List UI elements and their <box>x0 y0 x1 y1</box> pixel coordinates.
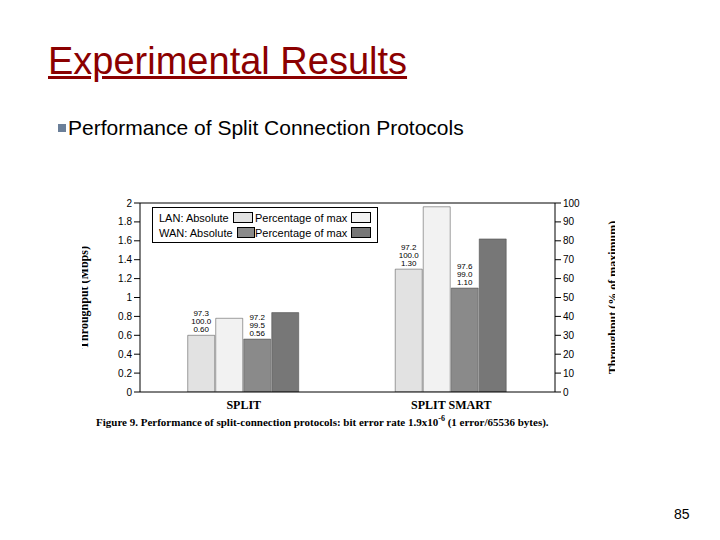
html-text:Figure 9. Performance of split: Figure 9. Performance of split-connectio… <box>96 414 549 428</box>
svg-text:90: 90 <box>563 216 575 227</box>
svg-text:SPLIT: SPLIT <box>226 398 261 412</box>
svg-text:80: 80 <box>563 235 575 246</box>
svg-text:97.699.01.10: 97.699.01.10 <box>457 262 473 287</box>
html-text:LAN: Absolute: LAN: Absolute <box>159 211 229 224</box>
svg-text:1: 1 <box>126 292 132 303</box>
html-text:85: 85 <box>674 506 690 522</box>
svg-text:0.2: 0.2 <box>118 368 132 379</box>
html-text:Performance of Split Connectio: Performance of Split Connection Protocol… <box>68 116 464 139</box>
html-text:Experimental Results: Experimental Results <box>48 40 407 82</box>
svg-text:2: 2 <box>126 198 132 209</box>
svg-text:20: 20 <box>563 349 575 360</box>
svg-text:50: 50 <box>563 292 575 303</box>
svg-text:30: 30 <box>563 330 575 341</box>
svg-text:Throughput (% of maximum): Throughput (% of maximum) <box>606 221 615 374</box>
svg-text:97.2100.01.30: 97.2100.01.30 <box>399 243 420 268</box>
svg-text:0.6: 0.6 <box>118 330 132 341</box>
svg-text:0.4: 0.4 <box>118 349 132 360</box>
html-text:Percentage of max: Percentage of max <box>255 226 348 239</box>
html-text:WAN: Absolute: WAN: Absolute <box>159 226 233 239</box>
html-text:Percentage of max: Percentage of max <box>255 211 348 224</box>
svg-text:1.4: 1.4 <box>118 254 132 265</box>
svg-text:1.6: 1.6 <box>118 235 132 246</box>
svg-text:1.2: 1.2 <box>118 273 132 284</box>
svg-text:SPLIT SMART: SPLIT SMART <box>411 398 491 412</box>
svg-text:10: 10 <box>563 368 575 379</box>
svg-text:0: 0 <box>126 387 132 398</box>
svg-text:70: 70 <box>563 254 575 265</box>
svg-text:0: 0 <box>563 387 569 398</box>
svg-text:1.8: 1.8 <box>118 216 132 227</box>
svg-text:60: 60 <box>563 273 575 284</box>
svg-text:97.299.50.56: 97.299.50.56 <box>249 313 265 338</box>
svg-text:Throughput (Mbps): Throughput (Mbps) <box>82 246 91 349</box>
svg-text:40: 40 <box>563 311 575 322</box>
svg-text:100: 100 <box>563 198 580 209</box>
svg-text:0.8: 0.8 <box>118 311 132 322</box>
svg-text:97.3100.00.60: 97.3100.00.60 <box>191 309 212 334</box>
